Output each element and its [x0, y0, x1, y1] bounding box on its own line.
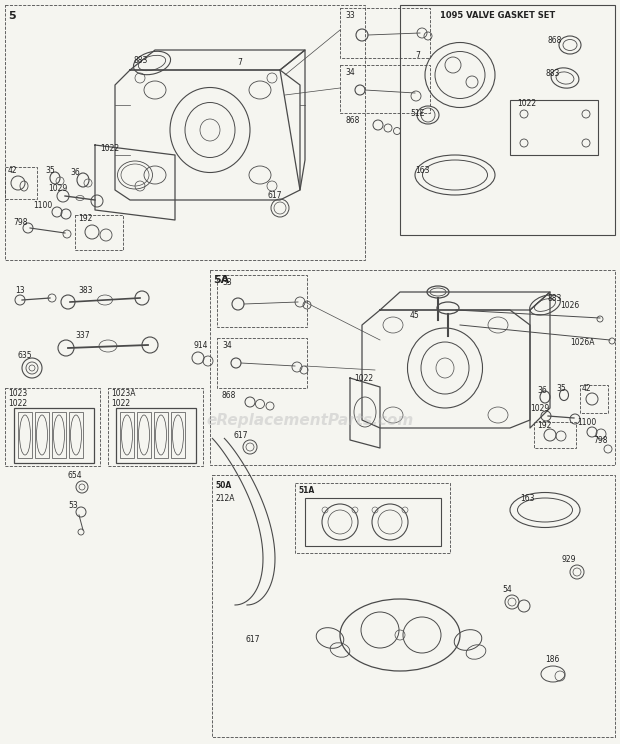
Text: 654: 654 — [68, 470, 82, 479]
Bar — [120, 412, 134, 458]
Text: 192: 192 — [78, 214, 92, 222]
Text: 45: 45 — [410, 310, 420, 319]
Text: 34: 34 — [222, 341, 232, 350]
Bar — [108, 388, 203, 466]
Text: 868: 868 — [345, 115, 360, 124]
Text: 929: 929 — [562, 556, 577, 565]
Bar — [340, 8, 430, 58]
Ellipse shape — [403, 617, 441, 653]
Bar — [210, 270, 615, 465]
Bar — [534, 422, 576, 448]
Bar — [400, 5, 615, 235]
Text: 1095 VALVE GASKET SET: 1095 VALVE GASKET SET — [440, 10, 556, 19]
Text: 883: 883 — [133, 56, 148, 65]
Bar — [18, 412, 32, 458]
Text: 54: 54 — [502, 586, 512, 594]
Text: 1029: 1029 — [530, 403, 549, 412]
Text: 50A: 50A — [215, 481, 231, 490]
Text: 1023: 1023 — [8, 388, 27, 397]
Text: 1026: 1026 — [560, 301, 579, 310]
Bar — [295, 483, 450, 553]
Text: 1100: 1100 — [33, 200, 52, 210]
Text: 13: 13 — [15, 286, 25, 295]
Text: 798: 798 — [593, 435, 608, 444]
Bar — [5, 167, 37, 199]
Text: 186: 186 — [545, 655, 559, 664]
Text: eReplacementParts.com: eReplacementParts.com — [206, 412, 414, 428]
Text: 5A: 5A — [213, 275, 229, 285]
Text: 1022: 1022 — [8, 399, 27, 408]
Text: 212A: 212A — [216, 493, 236, 502]
Text: 1022: 1022 — [517, 98, 536, 107]
Text: 33: 33 — [222, 278, 232, 286]
Text: 51A: 51A — [298, 486, 314, 495]
Text: 33: 33 — [345, 10, 355, 19]
Text: 798: 798 — [13, 217, 27, 226]
Bar — [116, 408, 196, 463]
Text: 7: 7 — [237, 57, 242, 66]
Text: 53: 53 — [68, 501, 78, 510]
Text: 163: 163 — [415, 165, 430, 175]
Bar — [212, 475, 615, 737]
Text: 914: 914 — [193, 341, 208, 350]
Bar — [580, 385, 608, 413]
Bar — [217, 275, 307, 327]
Text: 1022: 1022 — [354, 373, 373, 382]
Text: 868: 868 — [222, 391, 236, 400]
Bar — [510, 100, 598, 155]
Text: 35: 35 — [556, 383, 565, 393]
Text: 1026A: 1026A — [570, 338, 595, 347]
Text: 163: 163 — [520, 493, 534, 502]
Bar — [305, 498, 441, 546]
Text: 36: 36 — [70, 167, 80, 176]
Bar — [171, 412, 185, 458]
Text: 337: 337 — [75, 330, 90, 339]
Text: 5: 5 — [8, 11, 16, 21]
Text: 1022: 1022 — [100, 144, 119, 153]
Bar — [75, 215, 123, 250]
Bar — [35, 412, 49, 458]
Text: 1023A: 1023A — [111, 388, 136, 397]
Bar — [5, 388, 100, 466]
Text: 36: 36 — [537, 385, 547, 394]
Text: 383: 383 — [78, 286, 92, 295]
Text: 7: 7 — [415, 51, 420, 60]
Text: 883: 883 — [548, 293, 562, 303]
Bar — [340, 65, 430, 113]
Text: 617: 617 — [233, 431, 247, 440]
Text: 868: 868 — [547, 36, 561, 45]
Text: 1029: 1029 — [48, 184, 67, 193]
Bar — [52, 412, 66, 458]
Bar — [154, 412, 168, 458]
Bar — [217, 338, 307, 388]
Bar — [69, 412, 83, 458]
Text: 34: 34 — [345, 68, 355, 77]
Text: 42: 42 — [582, 383, 591, 393]
Text: 617: 617 — [267, 190, 281, 199]
Text: 1100: 1100 — [577, 417, 596, 426]
Bar — [14, 408, 94, 463]
Bar — [137, 412, 151, 458]
Text: 1022: 1022 — [111, 399, 130, 408]
Text: 42: 42 — [8, 165, 17, 175]
Text: 35: 35 — [45, 165, 55, 175]
Text: 635: 635 — [18, 350, 33, 359]
Ellipse shape — [361, 612, 399, 648]
Text: 883: 883 — [545, 68, 559, 77]
Text: 51E: 51E — [410, 109, 424, 118]
Text: 192: 192 — [537, 420, 551, 429]
Text: 617: 617 — [246, 635, 260, 644]
Bar — [5, 5, 365, 260]
